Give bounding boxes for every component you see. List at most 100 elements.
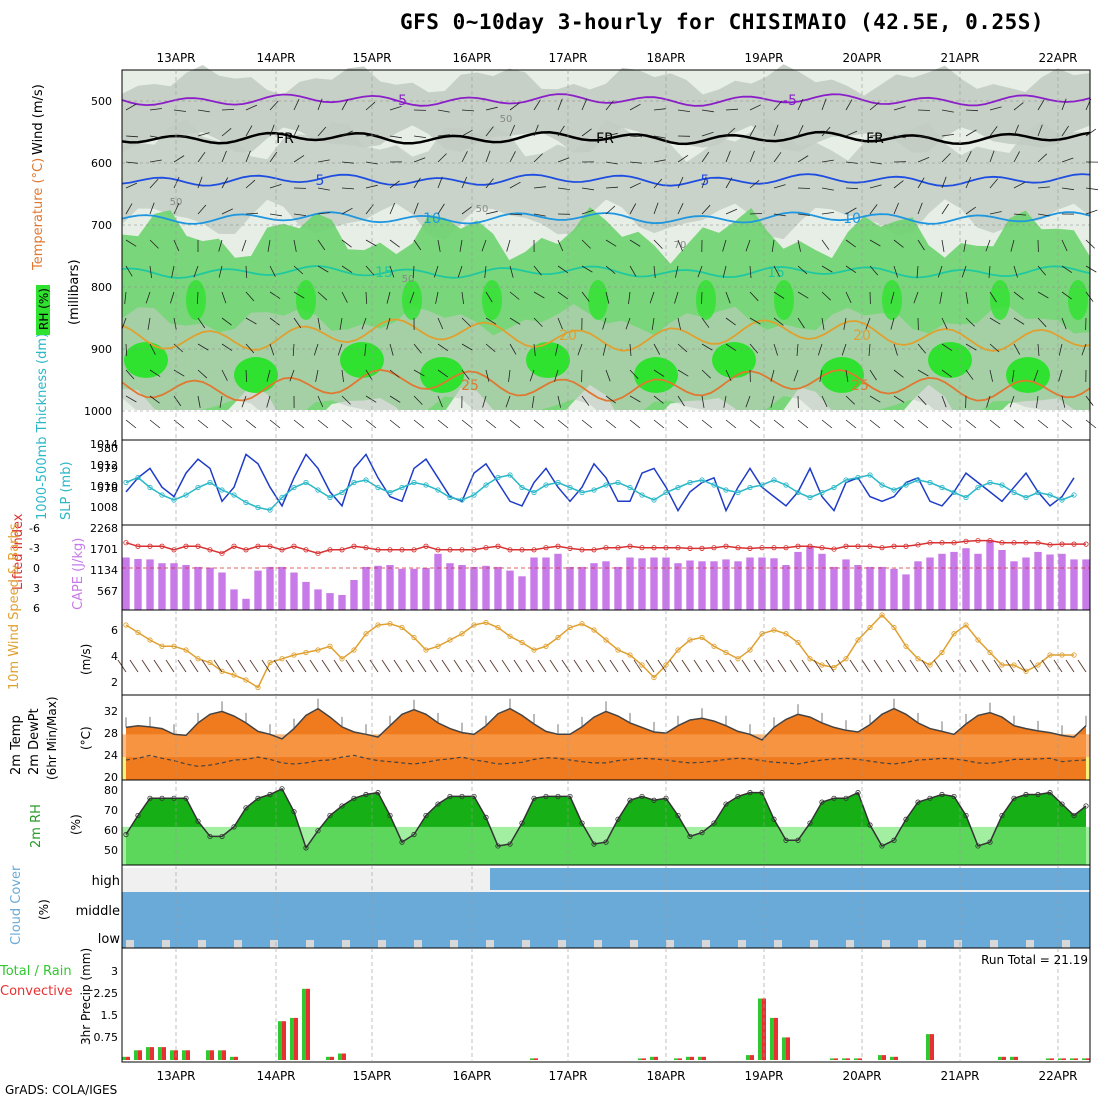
cape-bar <box>482 565 490 610</box>
wind-barb <box>1013 102 1024 111</box>
wind-barb <box>989 106 1002 111</box>
wind-barb <box>917 343 927 354</box>
precip-convective-bar <box>1074 1058 1078 1060</box>
wind-barb <box>797 98 804 111</box>
contour-label: 10 <box>843 211 861 227</box>
wind-barb <box>509 419 521 429</box>
cloud-low-gap <box>882 940 890 948</box>
wind-barb <box>725 419 737 429</box>
pressure-tick-label: 700 <box>91 219 112 232</box>
wind-barb <box>389 395 401 403</box>
wind-speed-line-marker <box>735 656 741 662</box>
wind-barb <box>1037 153 1048 163</box>
wind-barb <box>845 187 859 190</box>
wind-barb <box>821 159 834 163</box>
wind-barb <box>293 317 302 329</box>
cape-bar <box>770 558 778 610</box>
precip-total-bar <box>302 988 306 1060</box>
rh-tick: 70 <box>104 804 118 817</box>
cloud-low-gap <box>630 940 638 948</box>
wind-barb <box>437 176 443 189</box>
rh-high-cell <box>340 342 384 378</box>
wind-speed-line-marker <box>135 629 141 636</box>
wind-barb <box>317 187 330 191</box>
wind-barb <box>293 265 304 275</box>
wind-barb <box>386 291 391 304</box>
wind-barb <box>221 177 229 189</box>
wind-barb <box>361 317 367 330</box>
wind-barb <box>461 129 473 137</box>
precip-total-bar <box>890 1056 894 1060</box>
wind-speed-line-marker <box>555 634 561 641</box>
wind-barb <box>677 343 688 353</box>
wind-barb <box>845 265 857 274</box>
wind-barb <box>581 395 590 406</box>
rh2m-line-marker <box>1071 812 1077 819</box>
wind-barb <box>533 124 539 137</box>
wind-barb-10m <box>465 659 475 673</box>
wind-speed-line-marker <box>1023 668 1029 674</box>
wind-barb <box>770 395 775 408</box>
wind-barb <box>557 98 563 111</box>
wind-barb <box>149 239 159 249</box>
precip-total-bar <box>926 1034 930 1060</box>
wind-barb <box>1061 157 1074 163</box>
rh-legend-swatch <box>36 285 50 335</box>
cape-bar <box>614 566 622 610</box>
wind-barb <box>125 239 137 247</box>
precip-convective-bar <box>1086 1058 1090 1060</box>
wind-barb <box>629 419 641 429</box>
rh2m-line-marker <box>231 824 237 830</box>
cape-bar <box>1082 559 1090 610</box>
wind-barb <box>917 202 923 215</box>
wind-speed-line-marker <box>675 647 681 653</box>
wind-barb <box>893 369 904 378</box>
wind-barb-10m <box>825 659 835 673</box>
cape-bar <box>650 557 658 610</box>
wind-barb <box>701 151 710 163</box>
wind-barb <box>797 155 809 163</box>
wind-barb <box>628 291 631 304</box>
wind-barb <box>941 395 947 408</box>
cape-tick: 1134 <box>90 564 118 577</box>
wind-barb <box>461 291 464 304</box>
wind-barb <box>749 265 752 279</box>
wind-barb <box>293 419 305 429</box>
contour-label: -5 <box>393 93 407 109</box>
wind-barb <box>554 369 559 382</box>
wind-barb <box>266 395 271 408</box>
precip-total-bar <box>998 1056 1002 1060</box>
wind-barb <box>989 291 997 303</box>
wind-barb <box>173 155 185 163</box>
thickness-line-marker <box>819 489 825 496</box>
wind-barb <box>533 99 541 111</box>
wind-barb <box>218 265 223 278</box>
wind-barb <box>1061 395 1066 408</box>
cape-bar <box>506 570 514 610</box>
date-label-top: 19APR <box>744 51 783 65</box>
wind-barb <box>437 239 441 252</box>
cape-bar <box>266 566 274 610</box>
cape-bar <box>686 560 694 610</box>
wind-barb <box>845 99 853 111</box>
cape-bar <box>446 563 454 610</box>
wind-barb <box>389 106 402 111</box>
wind-barb <box>197 317 206 329</box>
wind-barb-10m <box>429 659 439 673</box>
wind-barb <box>917 369 929 377</box>
precip-convective-bar <box>846 1058 850 1060</box>
wind-barb <box>797 125 804 137</box>
wind-barb <box>941 109 954 113</box>
cape-bar <box>674 563 682 610</box>
wind-barb <box>1037 186 1050 189</box>
wind-barb <box>797 187 811 189</box>
precip-total-bar <box>698 1056 702 1060</box>
precip-convective-bar <box>678 1058 682 1060</box>
wind-barb <box>1061 98 1067 111</box>
wind-barb <box>771 239 775 252</box>
cape-bar <box>626 557 634 610</box>
wind-barb <box>1033 369 1039 382</box>
wind-barb-10m <box>441 659 451 673</box>
cloud-low-gap <box>810 940 818 948</box>
wind-speed-line-marker <box>927 662 933 668</box>
